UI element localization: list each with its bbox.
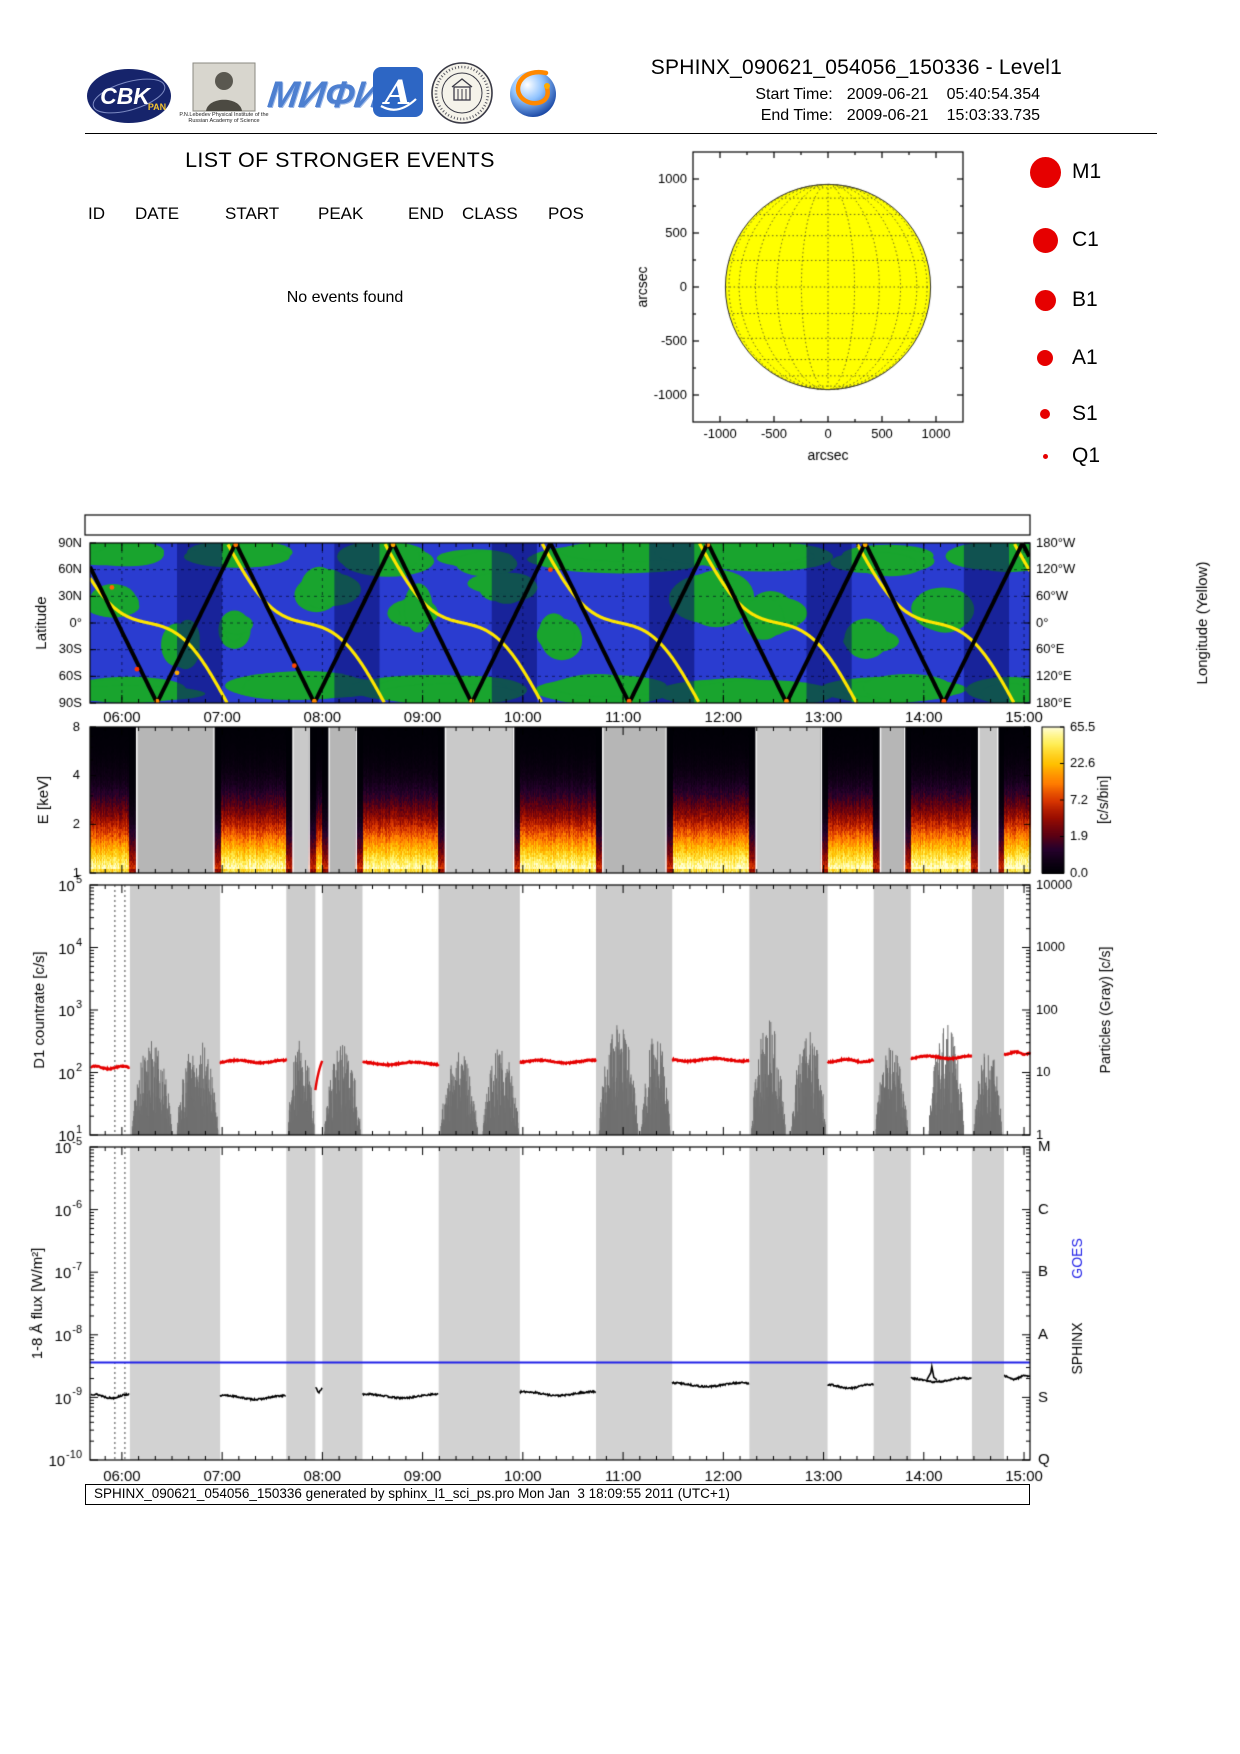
cbk-logo-subtext: PAN bbox=[148, 102, 166, 112]
cbk-logo-text: CBK bbox=[100, 83, 151, 109]
flare-class-dot-c1 bbox=[1032, 227, 1058, 253]
legend-item-a1: A1 bbox=[1022, 336, 1098, 380]
flare-class-dot-b1 bbox=[1034, 289, 1056, 311]
legend-item-c1: C1 bbox=[1022, 218, 1099, 262]
flare-class-dot-q1 bbox=[1042, 453, 1048, 459]
start-time-label: Start Time: bbox=[755, 86, 833, 103]
events-col-class: CLASS bbox=[462, 204, 518, 223]
end-time-row: End Time: 2009-06-21 15:03:33.735 bbox=[700, 107, 1040, 125]
generation-footer: SPHINX_090621_054056_150336 generated by… bbox=[85, 1484, 1030, 1505]
end-date-value: 2009-06-21 bbox=[846, 107, 929, 124]
a-letter-logo: A bbox=[373, 67, 423, 117]
legend-label-m1: M1 bbox=[1072, 160, 1102, 183]
events-col-peak: PEAK bbox=[318, 204, 364, 223]
time-range-block: Start Time: 2009-06-21 05:40:54.354 End … bbox=[700, 86, 1040, 128]
header-divider bbox=[85, 133, 1157, 134]
lebedev-institute-logo bbox=[192, 62, 256, 112]
flare-class-legend: M1 C1 B1 A1 S1 Q1 bbox=[1022, 150, 1232, 480]
sphinx-sphere-logo bbox=[510, 69, 556, 117]
flare-class-dot-s1 bbox=[1040, 409, 1050, 419]
events-col-date: DATE bbox=[135, 204, 180, 223]
mephi-logo: МИФИ bbox=[265, 74, 384, 116]
legend-item-m1: M1 bbox=[1022, 150, 1101, 194]
start-time-value: 05:40:54.354 bbox=[946, 86, 1040, 103]
legend-label-c1: C1 bbox=[1072, 228, 1099, 251]
flare-class-dot-a1 bbox=[1037, 350, 1053, 366]
legend-item-q1: Q1 bbox=[1022, 434, 1100, 478]
timeseries-panels bbox=[0, 500, 1240, 1510]
end-time-label: End Time: bbox=[760, 107, 833, 124]
page-title: SPHINX_090621_054056_150336 - Level1 bbox=[650, 56, 1062, 79]
start-date-value: 2009-06-21 bbox=[846, 86, 929, 103]
events-col-start: START bbox=[225, 204, 280, 223]
legend-label-a1: A1 bbox=[1072, 346, 1098, 369]
events-col-id: ID bbox=[88, 204, 105, 223]
university-seal-logo bbox=[431, 62, 493, 124]
legend-label-q1: Q1 bbox=[1072, 444, 1101, 467]
legend-item-s1: S1 bbox=[1022, 392, 1098, 436]
flare-class-dot-m1 bbox=[1029, 156, 1061, 188]
events-table-header: ID DATE START PEAK END CLASS POS bbox=[0, 204, 620, 226]
events-col-pos: POS bbox=[548, 204, 584, 223]
no-events-message: No events found bbox=[286, 289, 404, 306]
events-list-title: LIST OF STRONGER EVENTS bbox=[185, 148, 495, 172]
sun-disk-plot bbox=[610, 140, 1030, 495]
end-time-value: 15:03:33.735 bbox=[946, 107, 1040, 124]
cbk-pan-logo: CBK PAN bbox=[87, 69, 171, 123]
legend-label-s1: S1 bbox=[1072, 402, 1098, 425]
start-time-row: Start Time: 2009-06-21 05:40:54.354 bbox=[700, 86, 1040, 104]
legend-item-b1: B1 bbox=[1022, 278, 1098, 322]
events-col-end: END bbox=[408, 204, 444, 223]
mephi-logo-text: МИФИ bbox=[265, 74, 384, 115]
lebedev-caption: P.N.Lebedev Physical Institute of the Ru… bbox=[179, 112, 269, 124]
legend-label-b1: B1 bbox=[1072, 288, 1098, 311]
